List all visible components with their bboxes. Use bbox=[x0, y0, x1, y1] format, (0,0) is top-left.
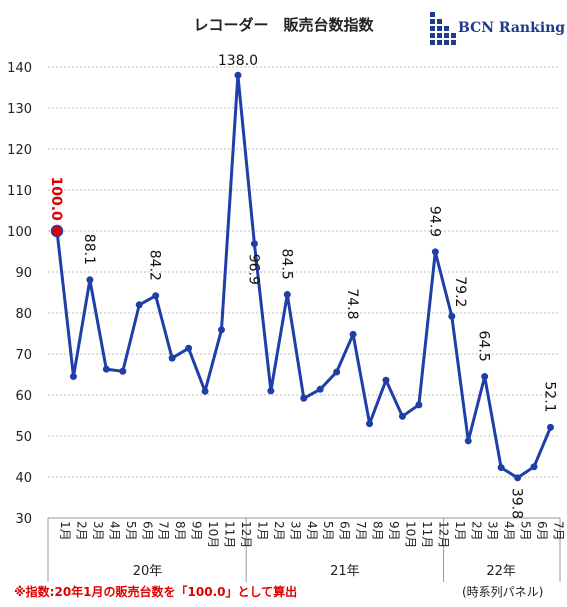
x-tick-label: 1月 bbox=[453, 521, 467, 541]
data-point bbox=[119, 367, 127, 375]
data-point bbox=[415, 401, 423, 409]
y-tick-label: 60 bbox=[15, 389, 32, 404]
data-point bbox=[547, 423, 554, 431]
y-tick-label: 90 bbox=[15, 266, 32, 281]
x-tick-label: 2月 bbox=[469, 521, 483, 541]
data-point-highlight bbox=[50, 224, 64, 238]
x-tick-label: 11月 bbox=[223, 521, 237, 548]
data-label: 64.5 bbox=[476, 331, 492, 362]
x-tick-label: 2月 bbox=[74, 521, 88, 541]
data-point bbox=[349, 330, 357, 338]
data-label: 79.2 bbox=[452, 276, 468, 307]
x-tick-label: 3月 bbox=[91, 521, 105, 541]
x-tick-label: 5月 bbox=[124, 521, 138, 541]
data-point bbox=[69, 373, 77, 381]
data-label: 96.9 bbox=[245, 254, 261, 285]
x-tick-label: 2月 bbox=[272, 521, 286, 541]
data-point bbox=[530, 463, 538, 471]
x-tick-label: 7月 bbox=[157, 521, 171, 541]
data-point bbox=[464, 437, 472, 445]
year-label: 20年 bbox=[133, 564, 163, 579]
y-tick-label: 120 bbox=[7, 143, 32, 158]
data-point bbox=[316, 385, 324, 393]
x-tick-label: 8月 bbox=[371, 521, 385, 541]
y-tick-label: 80 bbox=[15, 307, 32, 322]
x-tick-label: 3月 bbox=[486, 521, 500, 541]
data-label: 39.8 bbox=[509, 488, 525, 519]
x-tick-label: 1月 bbox=[58, 521, 72, 541]
x-tick-label: 8月 bbox=[173, 521, 187, 541]
data-label: 138.0 bbox=[218, 53, 258, 69]
x-tick-label: 7月 bbox=[354, 521, 368, 541]
y-tick-label: 140 bbox=[7, 61, 32, 76]
data-point bbox=[398, 412, 406, 420]
data-point bbox=[86, 276, 94, 284]
data-point bbox=[481, 373, 489, 381]
x-tick-label: 9月 bbox=[190, 521, 204, 541]
data-point bbox=[185, 344, 193, 352]
data-label: 94.9 bbox=[426, 206, 442, 237]
data-point bbox=[283, 291, 291, 299]
data-point bbox=[514, 474, 522, 482]
data-label: 88.1 bbox=[81, 234, 97, 265]
data-point bbox=[333, 368, 341, 376]
data-point bbox=[152, 292, 160, 300]
y-tick-label: 70 bbox=[15, 348, 32, 363]
x-tick-label: 6月 bbox=[535, 521, 549, 541]
x-tick-label: 5月 bbox=[519, 521, 533, 541]
data-point bbox=[366, 420, 374, 428]
data-label: 84.2 bbox=[147, 250, 163, 281]
data-label: 100.0 bbox=[48, 177, 64, 222]
data-point bbox=[250, 240, 258, 248]
x-tick-label: 4月 bbox=[107, 521, 121, 541]
x-tick-label: 12月 bbox=[239, 521, 253, 548]
data-label: 74.8 bbox=[344, 288, 360, 319]
x-tick-label: 6月 bbox=[140, 521, 154, 541]
year-label: 22年 bbox=[486, 564, 516, 579]
series-line bbox=[55, 73, 552, 480]
data-point bbox=[218, 326, 225, 334]
x-tick-label: 11月 bbox=[420, 521, 434, 548]
x-tick-label: 12月 bbox=[436, 521, 450, 548]
year-label: 21年 bbox=[330, 564, 360, 579]
data-point bbox=[448, 312, 456, 320]
y-tick-label: 100 bbox=[7, 225, 32, 240]
data-point bbox=[102, 365, 110, 373]
y-tick-label: 130 bbox=[7, 102, 32, 117]
logo-text: BCN Ranking bbox=[458, 20, 566, 36]
x-tick-label: 4月 bbox=[502, 521, 516, 541]
x-tick-label: 4月 bbox=[305, 521, 319, 541]
x-tick-label: 10月 bbox=[403, 521, 417, 548]
x-tick-label: 7月 bbox=[552, 521, 566, 541]
chart-title: レコーダー 販売台数指数 bbox=[193, 16, 374, 34]
y-tick-label: 40 bbox=[15, 471, 32, 486]
data-point bbox=[431, 248, 439, 256]
data-point bbox=[168, 354, 176, 362]
x-tick-label: 6月 bbox=[338, 521, 352, 541]
y-tick-label: 50 bbox=[15, 430, 32, 445]
footnote: ※指数:20年1月の販売台数を「100.0」として算出 bbox=[14, 585, 298, 599]
x-tick-label: 1月 bbox=[255, 521, 269, 541]
data-point bbox=[382, 376, 390, 384]
x-tick-label: 3月 bbox=[288, 521, 302, 541]
y-tick-label: 110 bbox=[7, 184, 32, 199]
data-point bbox=[300, 394, 308, 402]
data-label: 52.1 bbox=[542, 381, 558, 412]
data-point bbox=[267, 387, 275, 395]
data-point bbox=[201, 387, 209, 395]
x-tick-label: 10月 bbox=[206, 521, 220, 548]
data-point bbox=[135, 301, 143, 309]
x-tick-label: 9月 bbox=[387, 521, 401, 541]
y-tick-label: 30 bbox=[15, 512, 32, 527]
footnote-right: (時系列パネル) bbox=[462, 585, 544, 599]
bcn-grid-logo-icon bbox=[430, 12, 456, 45]
data-point bbox=[234, 71, 242, 79]
data-point bbox=[497, 464, 505, 472]
data-label: 84.5 bbox=[278, 249, 294, 280]
x-tick-label: 5月 bbox=[321, 521, 335, 541]
